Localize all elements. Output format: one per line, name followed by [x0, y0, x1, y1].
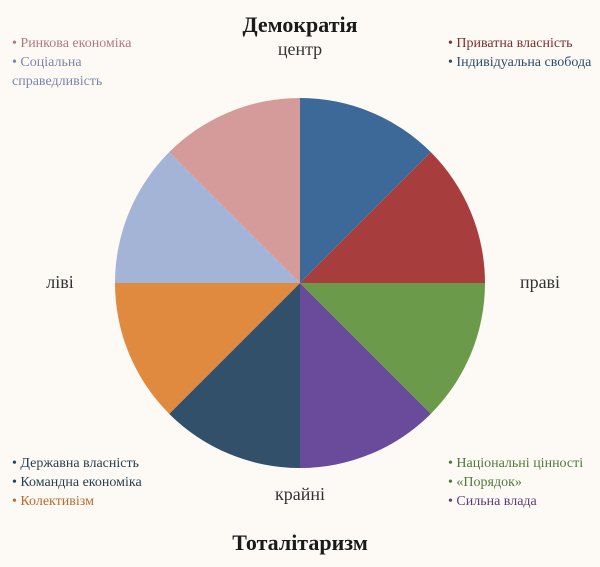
title-totalitarianism: Тоталітаризм: [0, 530, 600, 556]
annotations-bottom-left: • Державна власність• Командна економіка…: [12, 455, 162, 512]
annotation-item: • Колективізм: [12, 493, 162, 512]
annotation-item: • «Порядок»: [448, 474, 593, 493]
axis-label-center: центр: [240, 39, 360, 60]
annotation-item: • Ринкова економіка: [12, 35, 162, 54]
axis-label-left: ліві: [0, 272, 120, 293]
annotation-item: • Індивідуальна свобода: [448, 54, 593, 73]
axis-label-right: праві: [480, 272, 600, 293]
annotation-item: • Соціальна справедливість: [12, 54, 162, 92]
annotation-item: • Приватна власність: [448, 35, 593, 54]
annotation-item: • Національні цінності: [448, 455, 593, 474]
annotations-bottom-right: • Національні цінності• «Порядок»• Сильн…: [448, 455, 593, 512]
annotation-item: • Командна економіка: [12, 474, 162, 493]
annotation-item: • Сильна влада: [448, 493, 593, 512]
axis-label-extreme: крайні: [240, 484, 360, 505]
annotation-item: • Державна власність: [12, 455, 162, 474]
annotations-top-left: • Ринкова економіка• Соціальна справедли…: [12, 35, 162, 92]
annotations-top-right: • Приватна власність• Індивідуальна своб…: [448, 35, 593, 73]
